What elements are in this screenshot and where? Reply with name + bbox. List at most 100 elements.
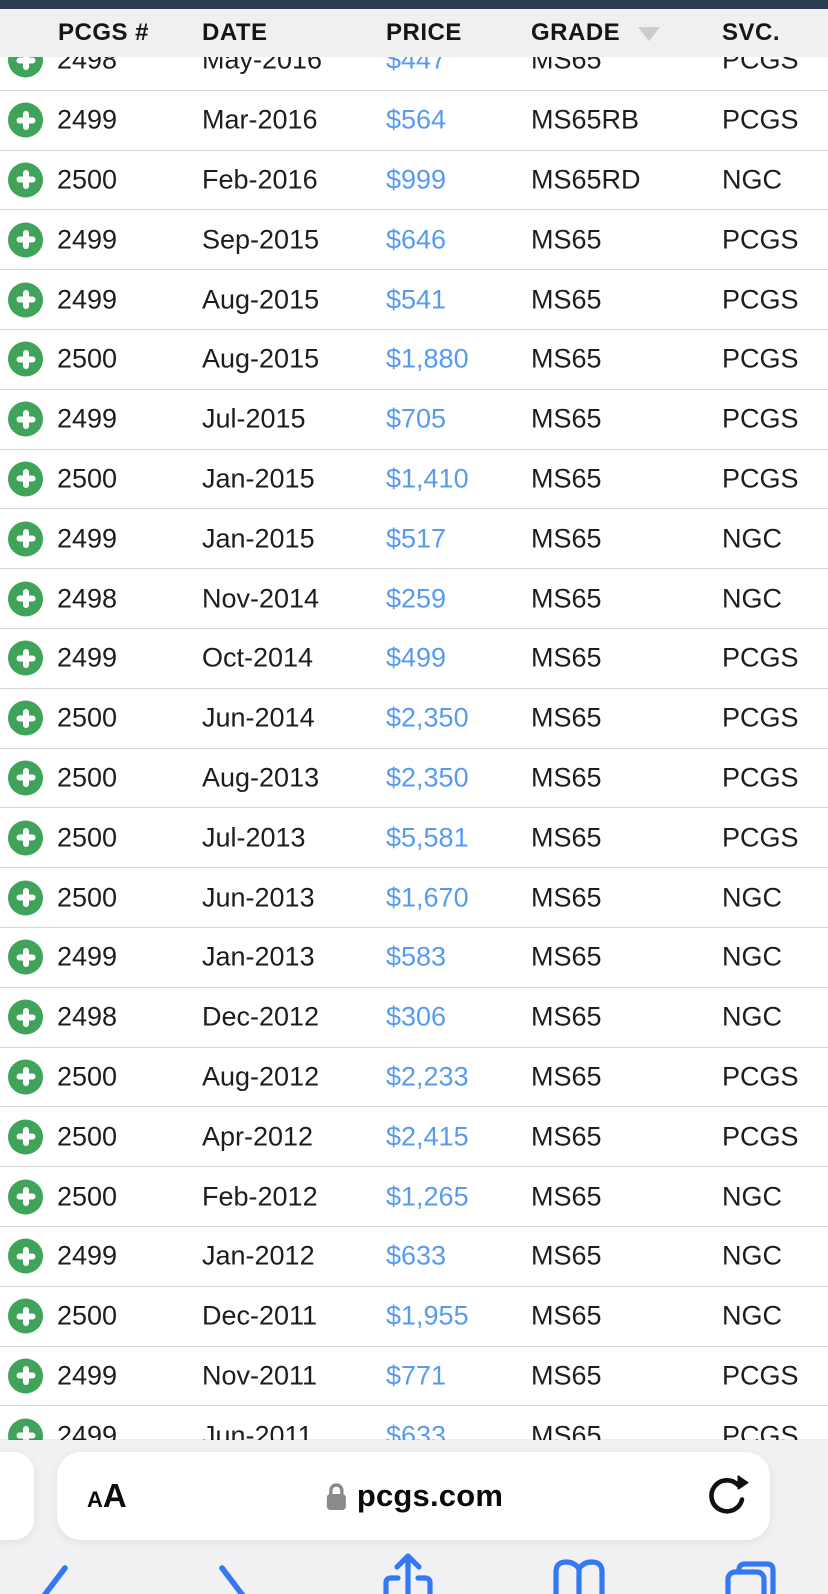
add-to-collection-button plus-icon[interactable] (8, 1238, 43, 1274)
add-to-collection-button plus-icon[interactable] (8, 521, 43, 557)
table-row[interactable]: 2498 Nov-2014 $259 MS65 NGC (0, 569, 828, 629)
add-to-collection-button plus-icon[interactable] (8, 461, 43, 497)
column-header-price[interactable]: PRICE (386, 19, 462, 46)
column-header-grade[interactable]: GRADE (531, 19, 621, 46)
table-row[interactable]: 2500 Feb-2012 $1,265 MS65 NGC (0, 1167, 828, 1227)
price-link[interactable]: $1,955 (386, 1300, 469, 1331)
table-row[interactable]: 2500 Aug-2013 $2,350 MS65 PCGS (0, 748, 828, 809)
price-link[interactable]: $633 (386, 1240, 447, 1271)
add-to-collection-button plus-icon[interactable] (8, 102, 43, 138)
table-row[interactable]: 2499 Sep-2015 $646 MS65 PCGS (0, 210, 828, 271)
table-row[interactable]: 2500 Feb-2016 $999 MS65RD NGC (0, 150, 828, 211)
add-to-collection-button plus-icon[interactable] (8, 1059, 43, 1095)
add-to-collection-button plus-icon[interactable] (8, 760, 43, 796)
price-link[interactable]: $5,581 (386, 822, 469, 853)
table-row[interactable]: 2499 Jul-2015 $705 MS65 PCGS (0, 389, 828, 450)
cell-pcgs-number: 2500 (57, 822, 118, 853)
table-row[interactable]: 2499 Mar-2016 $564 MS65RB PCGS (0, 90, 828, 151)
column-header-pcgs-number[interactable]: PCGS # (58, 19, 150, 46)
price-link[interactable]: $771 (386, 1360, 447, 1391)
add-to-collection-button plus-icon[interactable] (8, 581, 43, 617)
column-header-service[interactable]: SVC. (722, 19, 781, 46)
cell-service: NGC (722, 523, 782, 554)
table-row[interactable]: 2498 Dec-2012 $306 MS65 NGC (0, 987, 828, 1048)
table-row[interactable]: 2500 Jan-2015 $1,410 MS65 PCGS (0, 449, 828, 510)
table-row[interactable]: 2500 Apr-2012 $2,415 MS65 PCGS (0, 1107, 828, 1168)
cell-pcgs-number: 2499 (57, 284, 118, 315)
cell-date: Oct-2014 (202, 642, 314, 673)
table-row[interactable]: 2499 Jan-2013 $583 MS65 NGC (0, 927, 828, 988)
add-to-collection-button plus-icon[interactable] (8, 1119, 43, 1155)
previous-tab-peek[interactable] (0, 1452, 34, 1540)
cell-grade: MS65 (531, 343, 602, 374)
add-to-collection-button plus-icon[interactable] (8, 282, 43, 318)
add-to-collection-button plus-icon[interactable] (8, 939, 43, 975)
add-to-collection-button plus-icon[interactable] (8, 700, 43, 736)
table-row[interactable]: 2500 Aug-2012 $2,233 MS65 PCGS (0, 1047, 828, 1108)
cell-service: PCGS (722, 1061, 799, 1092)
share-button share-icon[interactable] (379, 1552, 437, 1594)
cell-grade: MS65 (531, 1240, 602, 1271)
cell-pcgs-number: 2500 (57, 702, 118, 733)
cell-grade: MS65RB (531, 104, 640, 135)
price-link[interactable]: $1,410 (386, 463, 469, 494)
cell-date: Apr-2012 (202, 1121, 314, 1152)
price-link[interactable]: $2,233 (386, 1061, 469, 1092)
price-link[interactable]: $517 (386, 523, 447, 554)
price-link[interactable]: $705 (386, 403, 447, 434)
price-link[interactable]: $646 (386, 224, 447, 255)
price-link[interactable]: $2,350 (386, 702, 469, 733)
address-field[interactable]: pcgs.com (324, 1478, 503, 1514)
forward-button chevron-right-icon[interactable] (215, 1564, 251, 1594)
cell-date: Nov-2014 (202, 583, 320, 614)
cell-pcgs-number: 2498 (57, 583, 118, 614)
price-link[interactable]: $1,670 (386, 882, 469, 913)
table-row[interactable]: 2499 Oct-2014 $499 MS65 PCGS (0, 628, 828, 689)
add-to-collection-button plus-icon[interactable] (8, 1298, 43, 1334)
back-button chevron-left-icon[interactable] (36, 1564, 72, 1594)
table-row[interactable]: 2500 Dec-2011 $1,955 MS65 NGC (0, 1286, 828, 1347)
table-row[interactable]: 2499 Jan-2012 $633 MS65 NGC (0, 1226, 828, 1287)
add-to-collection-button plus-icon[interactable] (8, 1179, 43, 1215)
add-to-collection-button plus-icon[interactable] (8, 820, 43, 856)
cell-pcgs-number: 2500 (57, 463, 118, 494)
price-link[interactable]: $2,350 (386, 762, 469, 793)
add-to-collection-button plus-icon[interactable] (8, 222, 43, 258)
cell-grade: MS65 (531, 463, 602, 494)
price-link[interactable]: $2,415 (386, 1121, 469, 1152)
cell-service: PCGS (722, 762, 799, 793)
add-to-collection-button plus-icon[interactable] (8, 341, 43, 377)
add-to-collection-button plus-icon[interactable] (8, 880, 43, 916)
table-row[interactable]: 2499 Nov-2011 $771 MS65 PCGS (0, 1346, 828, 1407)
column-header-date[interactable]: DATE (202, 19, 268, 46)
cell-pcgs-number: 2499 (57, 1360, 118, 1391)
table-row[interactable]: 2500 Jun-2013 $1,670 MS65 NGC (0, 868, 828, 928)
table-row[interactable]: 2500 Jul-2013 $5,581 MS65 PCGS (0, 808, 828, 869)
table-row[interactable]: 2499 Aug-2015 $541 MS65 PCGS (0, 270, 828, 330)
table-row[interactable]: 2500 Jun-2014 $2,350 MS65 PCGS (0, 688, 828, 749)
price-link[interactable]: $1,265 (386, 1181, 469, 1212)
table-row[interactable]: 2500 Aug-2015 $1,880 MS65 PCGS (0, 329, 828, 390)
bookmarks-button open-book-icon[interactable] (550, 1556, 608, 1594)
price-link[interactable]: $564 (386, 104, 447, 135)
add-to-collection-button plus-icon[interactable] (8, 1358, 43, 1394)
price-link[interactable]: $259 (386, 583, 447, 614)
price-link[interactable]: $999 (386, 164, 447, 195)
tabs-button tabs-icon[interactable] (722, 1558, 780, 1594)
reload-button reload-icon[interactable] (702, 1472, 750, 1520)
price-link[interactable]: $583 (386, 941, 447, 972)
add-to-collection-button plus-icon[interactable] (8, 162, 43, 198)
add-to-collection-button plus-icon[interactable] (8, 640, 43, 676)
price-link[interactable]: $1,880 (386, 343, 469, 374)
cell-grade: MS65 (531, 762, 602, 793)
table-row[interactable]: 2499 Jan-2015 $517 MS65 NGC (0, 509, 828, 570)
price-link[interactable]: $541 (386, 284, 447, 315)
price-link[interactable]: $306 (386, 1001, 447, 1032)
cell-service: NGC (722, 1181, 782, 1212)
cell-pcgs-number: 2499 (57, 642, 118, 673)
add-to-collection-button plus-icon[interactable] (8, 401, 43, 437)
add-to-collection-button plus-icon[interactable] (8, 999, 43, 1035)
price-link[interactable]: $499 (386, 642, 447, 673)
